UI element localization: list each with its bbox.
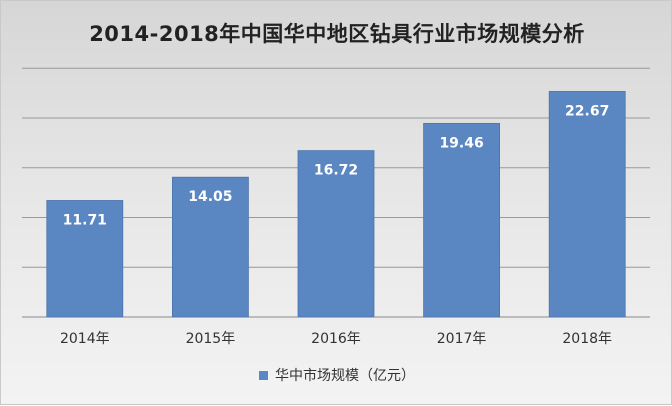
x-tick-label: 2018年: [562, 331, 612, 347]
legend-label: 华中市场规模（亿元）: [275, 368, 415, 384]
bar-2017年: [423, 122, 501, 318]
x-tick-label: 2016年: [311, 331, 361, 347]
data-label: 11.71: [63, 212, 107, 228]
data-label: 19.46: [439, 135, 483, 151]
data-label: 14.05: [188, 189, 232, 205]
x-tick-label: 2015年: [186, 331, 236, 347]
bar-2018年: [548, 91, 626, 318]
data-label: 16.72: [314, 163, 358, 179]
bar-2014年: [46, 200, 124, 318]
bar-2016年: [297, 150, 375, 318]
chart-title: 2014-2018年中国华中地区钻具行业市场规模分析: [89, 22, 585, 46]
legend-swatch: [259, 370, 268, 380]
x-tick-label: 2014年: [60, 331, 110, 347]
data-label: 22.67: [565, 103, 609, 119]
bar-2015年: [171, 176, 249, 318]
x-tick-label: 2017年: [437, 331, 487, 347]
chart-legend: 华中市场规模（亿元）: [1, 365, 672, 385]
